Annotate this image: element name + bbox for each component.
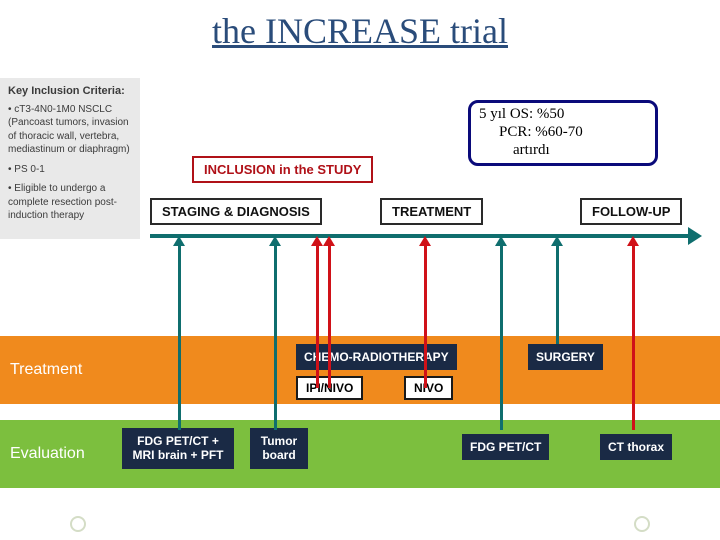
box-nivo: NIVO bbox=[404, 376, 453, 400]
criteria-item: PS 0-1 bbox=[8, 163, 132, 177]
vertical-arrow bbox=[632, 244, 635, 430]
criteria-item: Eligible to undergo a complete resection… bbox=[8, 182, 132, 223]
callout-line: PCR: %60-70 bbox=[479, 123, 649, 141]
criteria-header: Key Inclusion Criteria: bbox=[8, 84, 132, 99]
page-title: the INCREASE trial bbox=[0, 0, 720, 52]
box-surgery: SURGERY bbox=[528, 344, 603, 370]
criteria-item: cT3-4N0-1M0 NSCLC (Pancoast tumors, inva… bbox=[8, 103, 132, 157]
callout-line: 5 yıl OS: %50 bbox=[479, 105, 649, 123]
vertical-arrow bbox=[274, 244, 277, 430]
decorative-flourish-left bbox=[70, 516, 86, 532]
box-chemo-radiotherapy: CHEMO-RADIOTHERAPY bbox=[296, 344, 457, 370]
box-fdg-brain-pft: FDG PET/CT + MRI brain + PFT bbox=[122, 428, 234, 469]
vertical-arrow bbox=[328, 244, 331, 388]
criteria-list: cT3-4N0-1M0 NSCLC (Pancoast tumors, inva… bbox=[8, 103, 132, 223]
phase-treatment: TREATMENT bbox=[380, 198, 483, 225]
results-callout: 5 yıl OS: %50 PCR: %60-70 artırdı bbox=[468, 100, 658, 166]
box-fdg-petct: FDG PET/CT bbox=[462, 434, 549, 460]
callout-line: artırdı bbox=[479, 141, 649, 159]
vertical-arrow bbox=[500, 244, 503, 430]
vertical-arrow bbox=[316, 244, 319, 388]
vertical-arrow bbox=[178, 244, 181, 430]
evaluation-band-label: Evaluation bbox=[10, 445, 85, 463]
vertical-arrow bbox=[424, 244, 427, 388]
box-ct-thorax: CT thorax bbox=[600, 434, 672, 460]
decorative-flourish-right bbox=[634, 516, 650, 532]
treatment-band-label: Treatment bbox=[10, 361, 82, 379]
phase-staging: STAGING & DIAGNOSIS bbox=[150, 198, 322, 225]
vertical-arrow bbox=[556, 244, 559, 344]
inclusion-criteria-box: Key Inclusion Criteria: cT3-4N0-1M0 NSCL… bbox=[0, 78, 140, 239]
box-tumor-board: Tumor board bbox=[250, 428, 308, 469]
phase-followup: FOLLOW-UP bbox=[580, 198, 682, 225]
phase-inclusion: INCLUSION in the STUDY bbox=[192, 156, 373, 183]
